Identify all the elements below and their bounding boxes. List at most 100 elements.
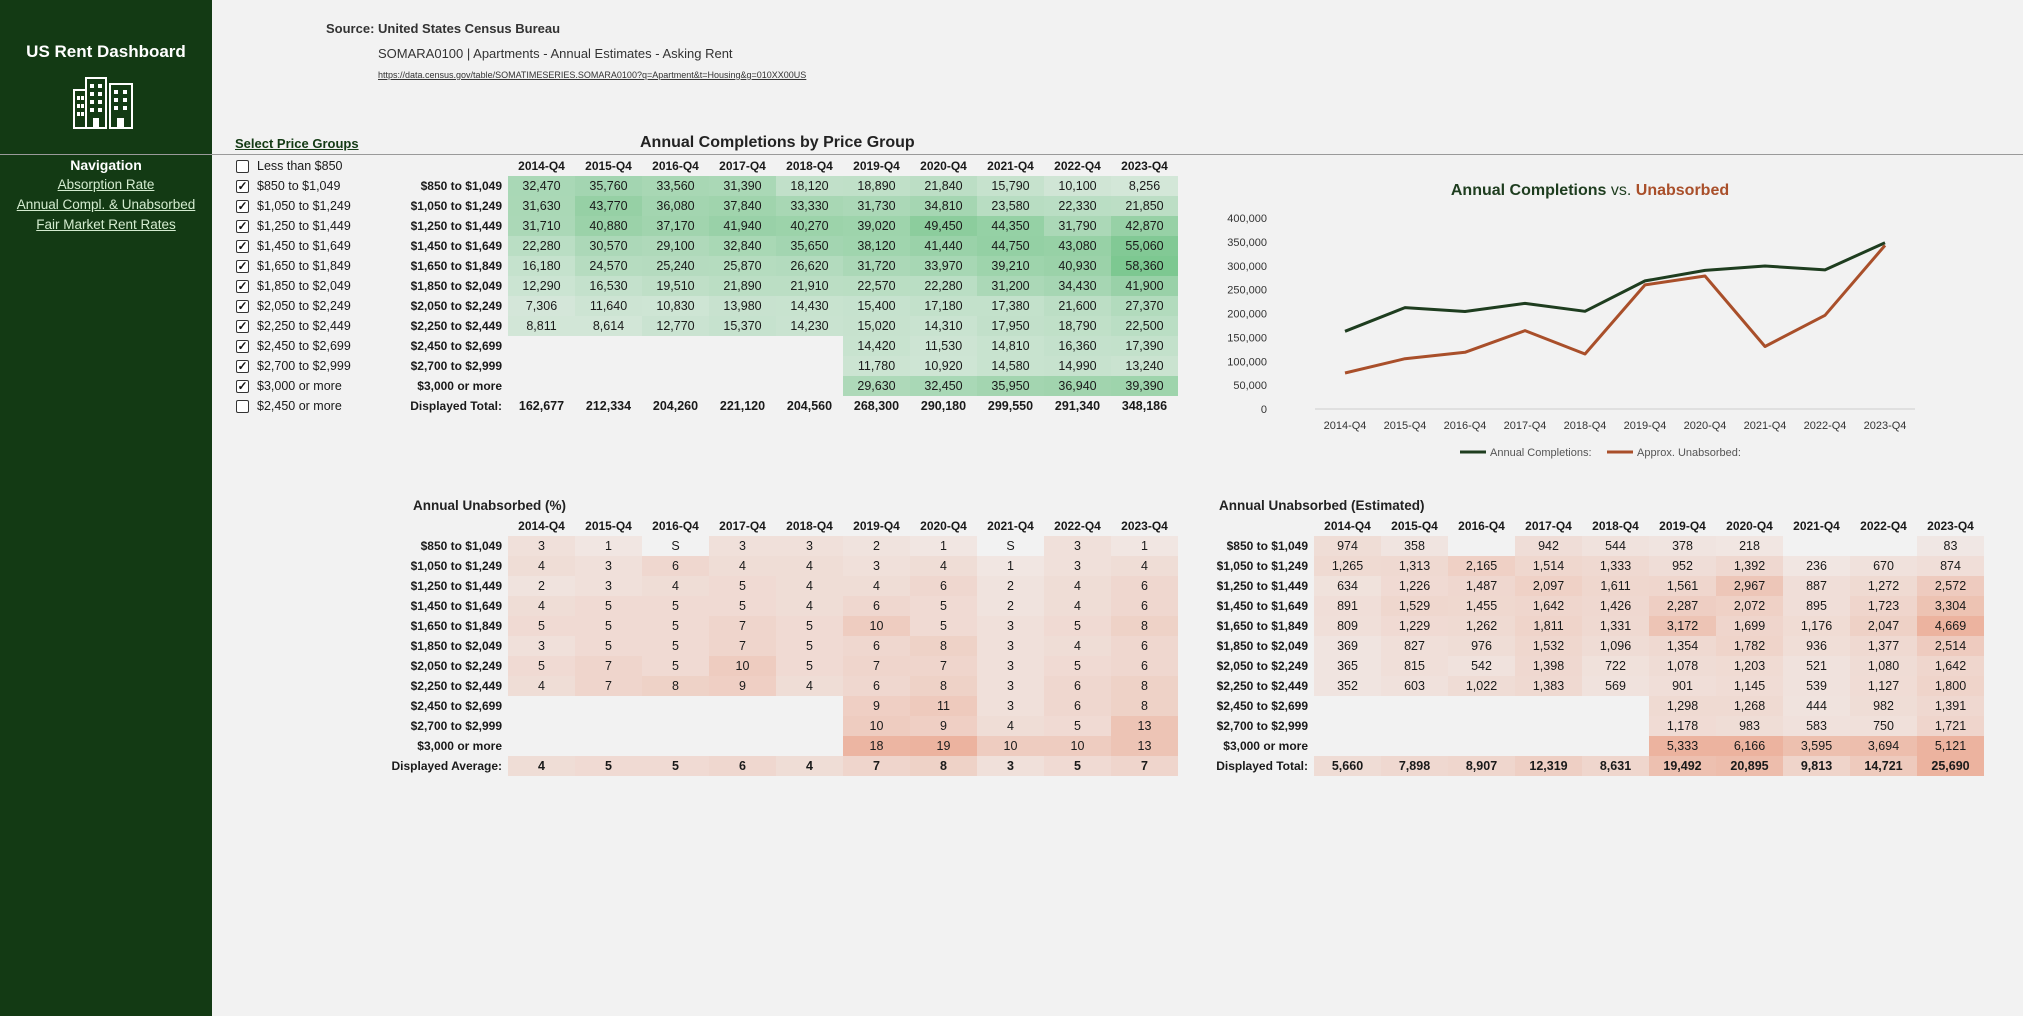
price-group-checkbox-row[interactable]: ✓ $1,650 to $1,849 xyxy=(236,256,351,276)
data-cell: 6 xyxy=(1044,676,1111,696)
price-group-checkbox-row[interactable]: ✓ $1,850 to $2,049 xyxy=(236,276,351,296)
data-cell: 22,330 xyxy=(1044,196,1111,216)
select-price-groups-heading[interactable]: Select Price Groups xyxy=(235,136,359,151)
data-cell: 4 xyxy=(1044,576,1111,596)
price-group-label: Less than $850 xyxy=(257,159,343,173)
year-header: 2023-Q4 xyxy=(1121,519,1168,533)
data-cell: 1,455 xyxy=(1448,596,1515,616)
row-label: $1,250 to $1,449 xyxy=(410,579,502,593)
price-group-checkbox-row[interactable]: ✓ $2,700 to $2,999 xyxy=(236,356,351,376)
data-cell: 1,080 xyxy=(1850,656,1917,676)
data-cell: 3 xyxy=(508,536,575,556)
total-cell: 5 xyxy=(642,756,709,776)
data-cell: 21,840 xyxy=(910,176,977,196)
row-label: $2,700 to $2,999 xyxy=(410,719,502,733)
year-header: 2021-Q4 xyxy=(987,159,1034,173)
data-cell: 16,530 xyxy=(575,276,642,296)
nav-link-annual-completions-unabsorbed[interactable]: Annual Compl. & Unabsorbed xyxy=(16,197,196,212)
data-cell xyxy=(1850,536,1917,556)
data-cell: 1,391 xyxy=(1917,696,1984,716)
data-cell: 14,810 xyxy=(977,336,1044,356)
data-cell: 4 xyxy=(508,676,575,696)
data-cell xyxy=(709,356,776,376)
price-group-checkbox-row[interactable]: ✓ $2,050 to $2,249 xyxy=(236,296,351,316)
data-cell: 7 xyxy=(709,636,776,656)
price-group-checkbox-row[interactable]: ✓ $3,000 or more xyxy=(236,376,342,396)
data-cell: 5,333 xyxy=(1649,736,1716,756)
data-cell: 352 xyxy=(1314,676,1381,696)
data-cell: 827 xyxy=(1381,636,1448,656)
data-cell: 6,166 xyxy=(1716,736,1783,756)
row-label: $2,050 to $2,249 xyxy=(410,299,502,313)
checkbox-checked-icon[interactable]: ✓ xyxy=(236,339,249,353)
checkbox-unchecked-icon[interactable] xyxy=(236,399,249,413)
checkbox-checked-icon[interactable]: ✓ xyxy=(236,219,249,233)
row-label: $2,050 to $2,249 xyxy=(410,659,502,673)
data-cell: 3,304 xyxy=(1917,596,1984,616)
data-cell: 14,990 xyxy=(1044,356,1111,376)
row-label: $2,700 to $2,999 xyxy=(1216,719,1308,733)
checkbox-checked-icon[interactable]: ✓ xyxy=(236,299,249,313)
checkbox-checked-icon[interactable]: ✓ xyxy=(236,359,249,373)
data-cell: 936 xyxy=(1783,636,1850,656)
price-group-checkbox-row[interactable]: ✓ $2,450 to $2,699 xyxy=(236,336,351,356)
data-cell: 8 xyxy=(1111,676,1178,696)
data-cell: 4 xyxy=(977,716,1044,736)
checkbox-checked-icon[interactable]: ✓ xyxy=(236,239,249,253)
row-label: $1,450 to $1,649 xyxy=(1216,599,1308,613)
price-group-checkbox-row[interactable]: ✓ $1,250 to $1,449 xyxy=(236,216,351,236)
checkbox-checked-icon[interactable]: ✓ xyxy=(236,379,249,393)
data-cell: 13 xyxy=(1111,736,1178,756)
source-label: Source: xyxy=(326,21,375,36)
data-cell: 5 xyxy=(642,596,709,616)
completions-vs-unabsorbed-chart: 0 50,000 100,000 150,000 200,000 250,000 300,0… xyxy=(1227,213,1915,459)
data-cell: 8 xyxy=(642,676,709,696)
price-group-label: $2,700 to $2,999 xyxy=(257,359,351,373)
price-group-checkbox-row[interactable]: Less than $850 xyxy=(236,156,343,176)
data-cell xyxy=(776,376,843,396)
price-group-checkbox-row[interactable]: ✓ $1,450 to $1,649 xyxy=(236,236,351,256)
data-cell: S xyxy=(1006,539,1015,553)
total-cell: 204,560 xyxy=(786,399,833,413)
data-cell: 18,790 xyxy=(1044,316,1111,336)
price-group-checkbox-row[interactable]: ✓ $1,050 to $1,249 xyxy=(236,196,351,216)
data-cell: 14,430 xyxy=(776,296,843,316)
data-cell: 3 xyxy=(508,636,575,656)
unabsorbed_est-title: Annual Unabsorbed (Estimated) xyxy=(1219,498,1425,513)
data-cell xyxy=(776,356,843,376)
data-cell: 37,170 xyxy=(642,216,709,236)
data-cell: 2,514 xyxy=(1917,636,1984,656)
checkbox-checked-icon[interactable]: ✓ xyxy=(236,199,249,213)
data-cell: 19,510 xyxy=(642,276,709,296)
data-cell: 815 xyxy=(1381,656,1448,676)
checkbox-checked-icon[interactable]: ✓ xyxy=(236,279,249,293)
nav-link-fair-market-rent[interactable]: Fair Market Rent Rates xyxy=(36,217,176,232)
data-cell: 10 xyxy=(1044,736,1111,756)
chart-title: Annual Completions vs. Unabsorbed xyxy=(1300,182,1880,200)
data-cell: 1,313 xyxy=(1381,556,1448,576)
year-header: 2018-Q4 xyxy=(1592,519,1639,533)
checkbox-unchecked-icon[interactable] xyxy=(236,159,249,173)
data-cell: 891 xyxy=(1314,596,1381,616)
total-cell: 25,690 xyxy=(1917,756,1984,776)
total-cell: 5 xyxy=(1044,756,1111,776)
price-group-checkbox-row[interactable]: $2,450 or more xyxy=(236,396,342,416)
data-cell: 11,530 xyxy=(910,336,977,356)
data-cell: 83 xyxy=(1917,536,1984,556)
checkbox-checked-icon[interactable]: ✓ xyxy=(236,259,249,273)
data-cell: 1,354 xyxy=(1649,636,1716,656)
price-group-checkbox-row[interactable]: ✓ $850 to $1,049 xyxy=(236,176,340,196)
source-url-link[interactable]: https://data.census.gov/table/SOMATIMESE… xyxy=(378,70,807,80)
price-group-checkbox-row[interactable]: ✓ $2,250 to $2,449 xyxy=(236,316,351,336)
total-cell: 3 xyxy=(977,756,1044,776)
source-title: United States Census Bureau xyxy=(378,21,561,36)
chart-title-part1: Annual Completions xyxy=(1450,182,1607,199)
year-header: 2020-Q4 xyxy=(1726,519,1773,533)
row-label: $1,250 to $1,449 xyxy=(410,219,502,233)
nav-link-absorption-rate[interactable]: Absorption Rate xyxy=(57,177,155,192)
checkbox-checked-icon[interactable]: ✓ xyxy=(236,179,249,193)
data-cell xyxy=(575,336,642,356)
checkbox-checked-icon[interactable]: ✓ xyxy=(236,319,249,333)
total-cell: 348,186 xyxy=(1121,399,1168,413)
total-cell: 8,631 xyxy=(1582,756,1649,776)
